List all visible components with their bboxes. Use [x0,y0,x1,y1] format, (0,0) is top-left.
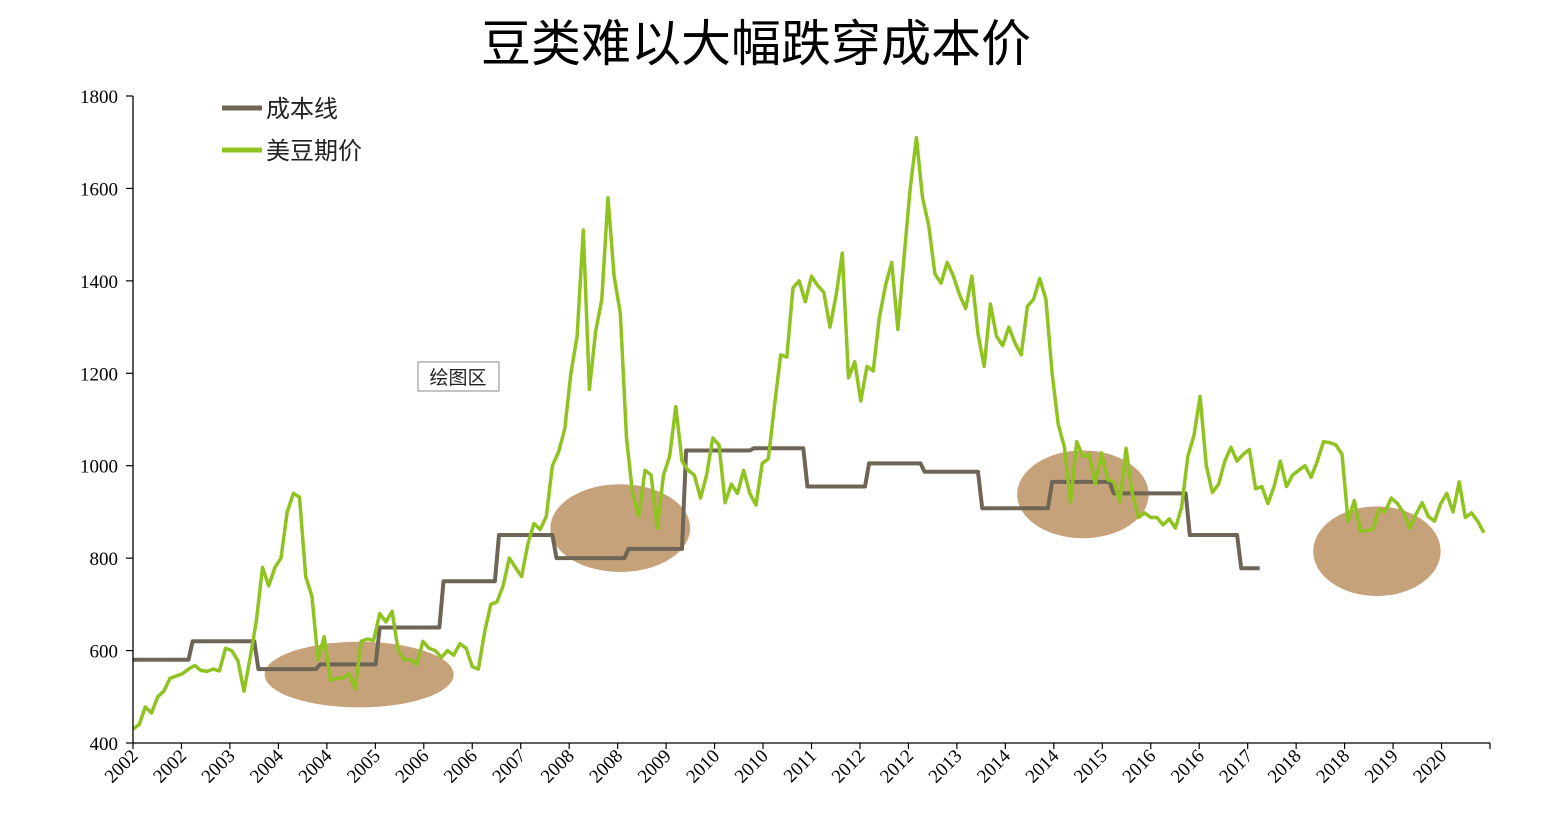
x-tick-label: 2008 [585,746,627,788]
plot-area-tag-text: 绘图区 [429,367,486,389]
x-tick-label: 2007 [489,746,531,788]
x-tick-label: 2003 [198,746,240,788]
x-tick-label: 2018 [1264,746,1306,788]
x-tick-label: 2010 [731,746,773,788]
y-tick-label: 400 [90,734,119,755]
y-tick-label: 1200 [80,364,118,385]
x-tick-label: 2018 [1312,746,1354,788]
legend: 成本线 美豆期价 [222,95,362,165]
y-tick-label: 1800 [80,87,118,108]
x-tick-label: 2005 [343,746,385,788]
x-tick-label: 2017 [1215,746,1257,788]
x-tick-label: 2006 [392,746,434,788]
x-tick-label: 2016 [1167,746,1209,788]
x-tick-label: 2009 [634,746,676,788]
legend-label-price: 美豆期价 [266,137,362,165]
series-lines [131,135,1486,731]
x-tick-label: 2019 [1361,746,1403,788]
price-line [131,135,1486,731]
legend-label-cost: 成本线 [266,95,338,123]
x-tick-label: 2014 [973,745,1015,787]
y-tick-label: 1600 [80,179,118,200]
plot-area-tag: 绘图区 [417,361,500,392]
x-tick-label: 2014 [1022,745,1064,787]
y-tick-label: 600 [90,642,119,663]
x-tick-label: 2008 [537,746,579,788]
x-tick-label: 2002 [149,746,191,788]
highlight-ellipse-3 [1017,450,1149,539]
x-tick-label: 2004 [246,745,288,787]
x-tick-label: 2020 [1409,746,1451,788]
y-tick-label: 1400 [80,272,118,293]
x-tick-label: 2015 [1070,746,1112,788]
plot-area-tag-box [417,361,500,392]
x-tick-label: 2013 [925,746,967,788]
y-tick-label: 1000 [80,457,118,478]
x-tick-label: 2011 [780,746,821,787]
y-tick-label: 800 [90,549,119,570]
y-axis-ticks: 400 600 800 1000 1200 1400 1600 1800 [80,87,133,755]
x-tick-label: 2010 [682,746,724,788]
x-tick-label: 2004 [295,745,337,787]
x-axis-ticks: 2002 2002 2003 2004 2004 2005 2006 2006 2007 2008… [101,743,1491,788]
x-tick-label: 2006 [440,746,482,788]
chart-title: 豆类难以大幅跌穿成本价 [481,15,1031,73]
x-tick-label: 2012 [876,746,918,788]
x-tick-label: 2016 [1119,746,1161,788]
x-tick-label: 2012 [828,746,870,788]
